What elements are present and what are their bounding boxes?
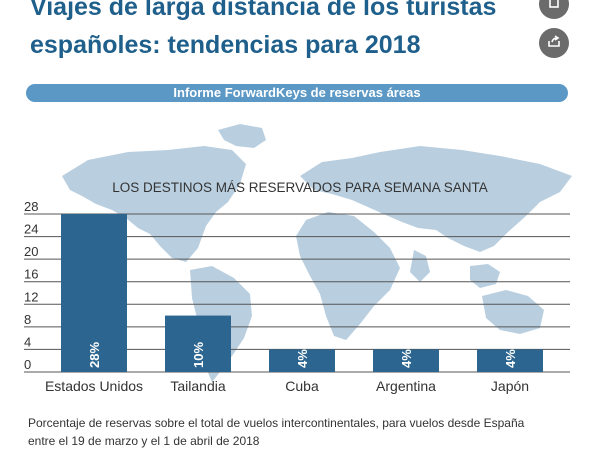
y-tick-label: 8 [24,312,31,327]
y-tick-label: 20 [24,244,38,259]
chart-title: LOS DESTINOS MÁS RESERVADOS PARA SEMANA … [112,180,488,195]
share-button[interactable] [539,28,569,58]
title-line-1: Viajes de larga distancia de los turista… [30,0,497,21]
bar-japón [477,349,543,372]
x-tick-label: Tailandia [170,378,225,394]
x-tick-label: Cuba [285,378,319,394]
bar-cuba [269,349,335,372]
y-tick-label: 0 [24,357,31,372]
report-banner: Informe ForwardKeys de reservas áreas [26,84,568,102]
footnote-line-1: Porcentaje de reservas sobre el total de… [28,416,525,430]
data-label: 4% [503,349,518,368]
x-tick-label: Japón [491,378,529,394]
data-label: 4% [295,349,310,368]
bar-tailandia [165,315,231,372]
share-icon [547,34,561,53]
y-tick-label: 16 [24,267,38,282]
bar-estados-unidos [61,214,127,372]
title-line-2: españoles: tendencias para 2018 [30,31,421,59]
footnote: Porcentaje de reservas sobre el total de… [28,414,568,450]
data-label: 28% [87,342,102,368]
x-tick-label: Argentina [376,378,436,394]
bookmark-icon [548,0,560,13]
y-tick-label: 28 [24,199,38,214]
data-label: 10% [191,342,206,368]
page-title: Viajes de larga distancia de los turista… [30,0,550,64]
y-tick-label: 24 [24,222,38,237]
data-label: 4% [399,349,414,368]
bar-chart: LOS DESTINOS MÁS RESERVADOS PARA SEMANA … [24,124,572,394]
bar-argentina [373,349,439,372]
y-axis: 0 4 8 12 16 20 24 28 [24,199,38,372]
footnote-line-2: entre el 19 de marzo y el 1 de abril de … [28,434,260,448]
x-tick-label: Estados Unidos [45,378,143,394]
y-tick-label: 4 [24,334,31,349]
bookmark-button[interactable] [539,0,569,19]
bars: 28% 10% 4% 4% 4% [61,214,543,372]
world-map-background [62,124,572,382]
x-axis: Estados Unidos Tailandia Cuba Argentina Japó… [45,378,529,394]
y-tick-label: 12 [24,289,38,304]
